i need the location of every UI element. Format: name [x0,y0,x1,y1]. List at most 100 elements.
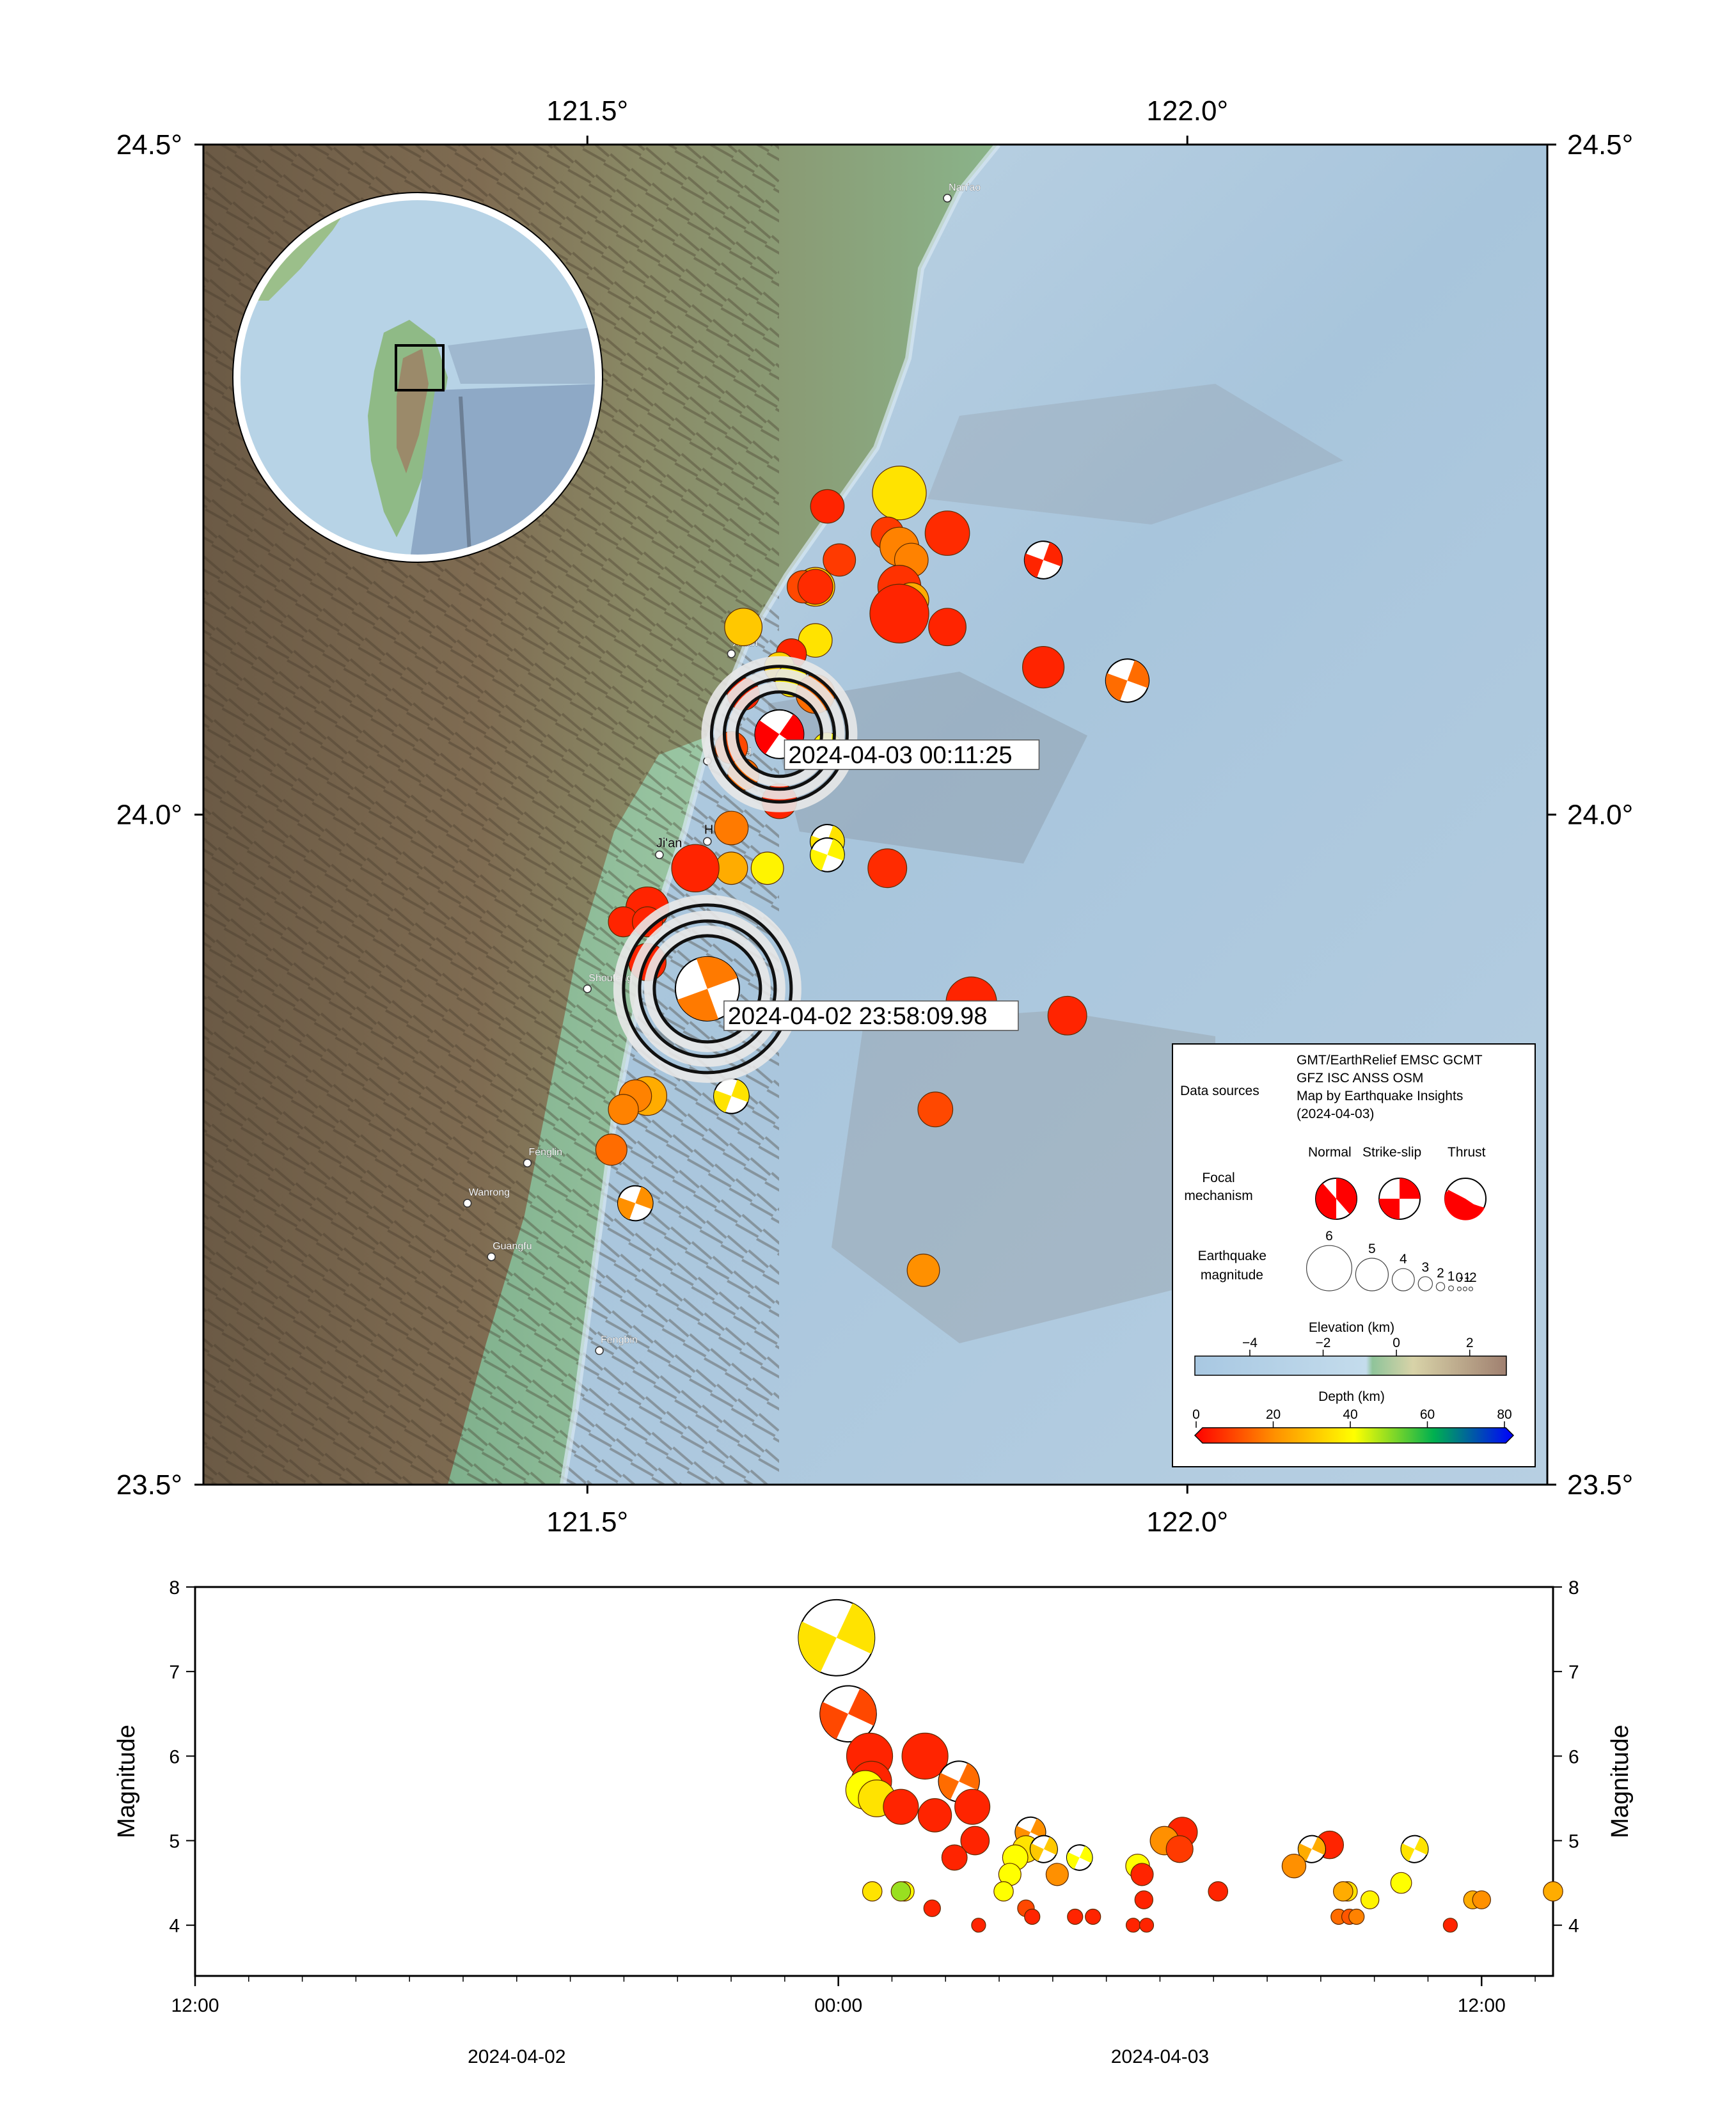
mag-legend-circle [1462,1286,1467,1291]
elev-tick-label: −2 [1316,1336,1331,1350]
beachball-quadrant [827,839,844,861]
date-label: 2024-04-03 [1111,2046,1209,2067]
annotation-box [723,1000,1019,1031]
beachball-quadrant [938,1773,959,1800]
earthquake-point [724,608,763,647]
magnitude-scale: 6 5 43 2 1 0-1-2 [1306,1229,1477,1291]
plot-point [993,1881,1014,1902]
beachball-quadrant [798,1622,837,1673]
plot-point [1045,1863,1069,1886]
city-marker [727,649,736,658]
map-axes: 121.5° 121.5° 122.0° 122.0° 24.5° 24.5° 24.0° 2… [116,95,1633,1538]
earthquake-point [928,608,967,647]
earthquake-point [823,543,856,577]
beachball-quadrant [810,849,828,871]
depth-tick-label: 40 [1343,1407,1357,1422]
beachball-quadrant [1067,1852,1080,1869]
earthquake-point [608,1094,639,1125]
earthquake-point [671,844,720,892]
plot-point [1139,1918,1155,1933]
lat-label-right: 24.5° [1567,129,1633,161]
plot-point [1130,1863,1154,1886]
shaking-ring [643,925,771,1052]
depth-colorbar [1194,1427,1515,1444]
mag-label-1: Earthquake [1198,1249,1266,1263]
plot-mechanism-point [1029,1835,1058,1863]
plot-point [1085,1908,1101,1925]
beachball-quadrant [959,1763,979,1790]
mainshock-annotation: 2024-04-02 23:58:09.98 [723,1000,1019,1031]
plot-point [954,1788,991,1825]
beachball-quadrant [618,1197,636,1220]
mag-legend-value: 4 [1400,1252,1407,1267]
y-tick-label-left: 8 [169,1577,180,1599]
beachball-quadrant [1414,1836,1428,1855]
plot-point [1024,1908,1041,1925]
earthquake-events [595,466,1150,1287]
plot-point [862,1881,883,1902]
plot-point [1067,1908,1084,1925]
shaking-ring [709,665,849,804]
mech-normal-label: Normal [1308,1145,1352,1160]
shaking-ring [629,910,785,1067]
plot-point [1125,1918,1141,1933]
mag-legend-value: 6 [1325,1229,1333,1244]
plot-point [960,1826,990,1856]
y-tick-label-left: 6 [169,1746,180,1767]
shaking-ring [701,656,858,812]
focal-mechanism [810,837,845,872]
inset-extent-box [395,344,445,391]
beachball-quadrant [731,1079,749,1102]
city-marker [703,837,712,846]
y-tick-label-right: 5 [1568,1831,1579,1852]
plot-point [1208,1881,1229,1902]
beachball-quadrant [1043,1836,1057,1855]
earthquake-point [750,851,784,885]
beachball-quadrant [714,1090,732,1113]
focal-mechanism [713,1078,750,1114]
beachball-quadrant [820,1701,848,1739]
mag-legend-circle [1435,1282,1446,1291]
plot-point [1281,1853,1307,1879]
ylabel-right: Magnitude [1607,1725,1634,1838]
elev-tick-label: 0 [1393,1336,1400,1350]
earthquake-point [714,851,748,885]
mag-legend-circle [1391,1268,1415,1291]
lat-label-left: 23.5° [116,1469,182,1501]
earthquake-point [810,489,845,524]
y-tick-label-left: 5 [169,1831,180,1852]
beachball-quadrant [677,988,718,1021]
depth-tick-label: 20 [1266,1407,1281,1422]
source-line-4: (2024-04-03) [1297,1107,1374,1121]
plot-point [901,1732,949,1780]
plot-point [890,1881,911,1902]
elev-tick-label: −4 [1242,1336,1258,1350]
mag-legend-value: 2 [1437,1266,1444,1281]
beachball-quadrant [1401,1843,1415,1861]
plot-mechanism-point [1400,1835,1429,1863]
y-tick-label-right: 4 [1568,1916,1579,1937]
plot-axes: 4 4 5 5 6 6 7 7 8 8 12:00 00:00 12:00 2024-04-02 2024-… [169,1577,1579,2067]
mag-legend-value: -2 [1465,1270,1477,1285]
focal-label-2: mechanism [1184,1188,1252,1203]
x-tick-label: 00:00 [814,1995,862,2016]
lon-label-top: 122.0° [1146,95,1228,127]
plot-mechanism-point [798,1599,876,1677]
strikeslip-beachball-icon [1378,1178,1421,1220]
mainshock-annotation: 2024-04-03 00:11:25 [784,739,1040,770]
lat-label-right: 24.0° [1567,800,1633,831]
beachball-quadrant [1105,673,1128,701]
plot-points [798,1599,1563,1933]
beachball-quadrant [1024,553,1044,578]
depth-tick-label: 0 [1192,1407,1200,1422]
depth-tick-label: 60 [1420,1407,1435,1422]
city-label: Wanrong [469,1187,510,1198]
plot-point [1390,1872,1412,1894]
shaking-ring [722,677,836,791]
mag-label-2: magnitude [1201,1268,1263,1283]
y-tick-label-left: 7 [169,1662,180,1683]
x-tick-label: 12:00 [1458,1995,1506,2016]
plot-point [1165,1835,1194,1863]
beachball-quadrant [696,956,738,989]
plot-point [923,1899,941,1917]
